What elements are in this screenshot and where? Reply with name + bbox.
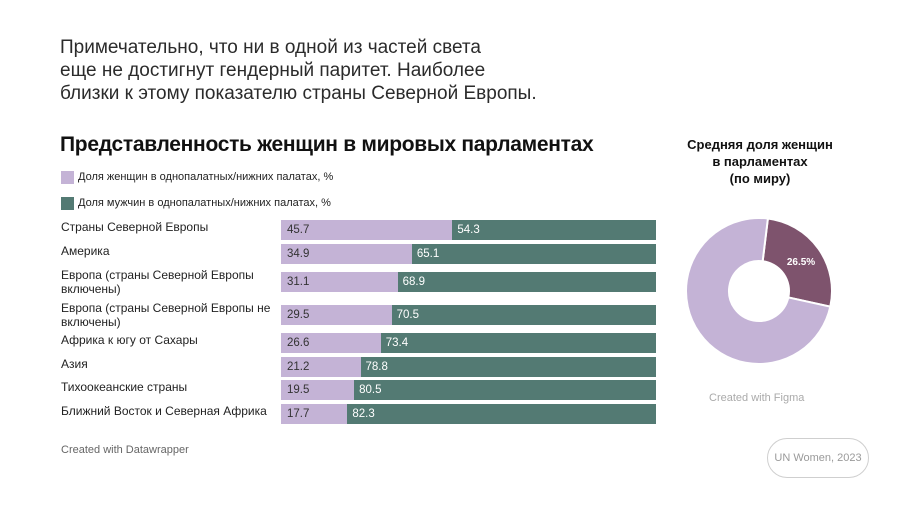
bar-track: 21.2 78.8 — [281, 357, 656, 377]
bar-track: 19.5 80.5 — [281, 380, 656, 400]
donut-title-line: (по миру) — [729, 171, 791, 186]
bar-row: Страны Северной Европы 45.7 54.3 — [61, 220, 657, 242]
category-label-line: Страны Северной Европы — [61, 220, 209, 234]
data-label-women: 21.2 — [287, 361, 310, 373]
bar-track: 31.1 68.9 — [281, 272, 656, 292]
bar-men — [360, 357, 656, 377]
intro-line: Примечательно, что ни в одной из частей … — [60, 37, 481, 58]
donut-chart: 26.5% — [685, 217, 833, 365]
legend-item-women: Доля женщин в однопалатных/нижних палата… — [61, 170, 333, 184]
donut-slice-men — [685, 217, 832, 365]
credit-datawrapper: Created with Datawrapper — [61, 444, 189, 456]
category-label-line: Европа (страны Северной Европы — [61, 268, 254, 282]
category-label-line: включены) — [61, 282, 121, 296]
data-label-men: 70.5 — [396, 309, 420, 321]
category-label: Европа (страны Северной Европы не включен… — [61, 301, 276, 329]
data-label-women: 29.5 — [287, 309, 310, 321]
data-label-women: 17.7 — [287, 408, 310, 420]
category-label: Америка — [61, 244, 276, 258]
intro-text: Примечательно, что ни в одной из частей … — [60, 36, 580, 105]
donut-title-line: в парламентах — [712, 154, 808, 169]
bar-men — [354, 380, 656, 400]
category-label-line: Азия — [61, 357, 88, 371]
bar-chart-legend: Доля женщин в однопалатных/нижних палата… — [61, 170, 333, 222]
bar-row: Азия 21.2 78.8 — [61, 357, 657, 379]
category-label-line: Тихоокеанские страны — [61, 380, 188, 394]
data-label-men: 73.4 — [385, 337, 409, 349]
data-label-women: 26.6 — [287, 337, 310, 349]
intro-line: еще не достигнут гендерный паритет. Наиб… — [60, 60, 486, 81]
category-label-line: включены) — [61, 315, 121, 329]
data-label-men: 54.3 — [457, 224, 480, 236]
bar-men — [391, 305, 656, 325]
legend-label-men: Доля мужчин в однопалатных/нижних палата… — [78, 197, 331, 209]
bar-men — [397, 272, 656, 292]
donut-title-line: Средняя доля женщин — [687, 137, 833, 152]
data-label-men: 68.9 — [402, 276, 426, 288]
bar-chart-title: Представленность женщин в мировых парлам… — [60, 133, 594, 156]
data-label-women: 31.1 — [287, 276, 310, 288]
bar-men — [452, 220, 656, 240]
bar-track: 29.5 70.5 — [281, 305, 656, 325]
data-label-women: 45.7 — [287, 224, 310, 236]
bar-men — [380, 333, 656, 353]
category-label: Тихоокеанские страны — [61, 380, 276, 394]
donut-slice-label: 26.5% — [787, 257, 815, 268]
data-label-men: 80.5 — [359, 384, 382, 396]
data-label-men: 65.1 — [416, 248, 440, 260]
bar-row: Африка к югу от Сахары 26.6 73.4 — [61, 333, 657, 355]
category-label: Страны Северной Европы — [61, 220, 276, 234]
bar-women — [281, 272, 398, 292]
bar-track: 45.7 54.3 — [281, 220, 656, 240]
category-label: Азия — [61, 357, 276, 371]
data-label-women: 34.9 — [287, 248, 310, 260]
bar-row: Европа (страны Северной Европы не включен… — [61, 301, 657, 329]
bar-women — [281, 404, 348, 424]
bar-track: 17.7 82.3 — [281, 404, 656, 424]
legend-swatch-women — [61, 170, 74, 184]
category-label: Европа (страны Северной Европы включены) — [61, 268, 276, 296]
donut-chart-title: Средняя доля женщин в парламентах (по ми… — [655, 136, 865, 187]
bar-women — [281, 244, 412, 264]
source-badge: UN Women, 2023 — [767, 438, 869, 478]
data-label-women: 19.5 — [287, 384, 310, 396]
bar-women — [281, 220, 453, 240]
category-label: Африка к югу от Сахары — [61, 333, 276, 347]
bar-row: Ближний Восток и Северная Африка 17.7 82.3 — [61, 404, 657, 426]
bar-women — [281, 357, 361, 377]
bar-women — [281, 305, 392, 325]
bar-men — [347, 404, 656, 424]
category-label-line: Европа (страны Северной Европы не — [61, 301, 271, 315]
legend-swatch-men — [61, 196, 74, 210]
legend-label-women: Доля женщин в однопалатных/нижних палата… — [78, 171, 334, 183]
intro-line: близки к этому показателю страны Северно… — [60, 83, 537, 104]
bar-track: 34.9 65.1 — [281, 244, 656, 264]
category-label: Ближний Восток и Северная Африка — [61, 404, 276, 418]
legend-item-men: Доля мужчин в однопалатных/нижних палата… — [61, 196, 333, 210]
bar-row: Америка 34.9 65.1 — [61, 244, 657, 266]
credit-figma: Created with Figma — [709, 392, 805, 404]
bar-track: 26.6 73.4 — [281, 333, 656, 353]
bar-row: Тихоокеанские страны 19.5 80.5 — [61, 380, 657, 402]
category-label-line: Ближний Восток и Северная Африка — [61, 404, 267, 418]
bar-men — [411, 244, 656, 264]
category-label-line: Америка — [61, 244, 110, 258]
bar-women — [281, 333, 381, 353]
bar-row: Европа (страны Северной Европы включены) 3… — [61, 268, 657, 296]
donut-slice-women — [761, 217, 833, 308]
bar-women — [281, 380, 355, 400]
data-label-men: 82.3 — [352, 408, 375, 420]
category-label-line: Африка к югу от Сахары — [61, 333, 198, 347]
data-label-men: 78.8 — [365, 361, 388, 373]
